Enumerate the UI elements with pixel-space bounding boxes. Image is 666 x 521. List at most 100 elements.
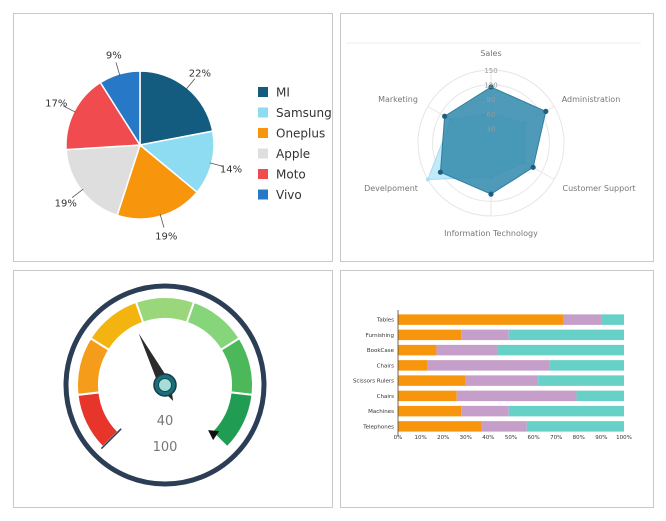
bar-x-tick-label: 100% <box>616 435 632 441</box>
radar-tick-label: 60 <box>487 111 496 119</box>
bar-category-label: Machines <box>368 409 394 415</box>
radar-point <box>488 191 494 197</box>
radar-axis-label: Sales <box>480 49 501 58</box>
radar-axis-label: Information Technology <box>444 229 538 238</box>
bar-segment <box>465 375 539 386</box>
radar-tick-label: 30 <box>487 125 496 133</box>
radar-point <box>543 108 549 114</box>
bar-x-tick-label: 30% <box>460 435 472 441</box>
bar-x-tick-label: 50% <box>505 435 517 441</box>
radar-chart: 30 60 90 120 150 Sales Administration Customer … <box>346 42 641 238</box>
bar-x-tick-label: 90% <box>595 435 607 441</box>
bar-category-label: Telephones <box>362 424 394 430</box>
bar-segment <box>562 314 602 325</box>
bar-category-label: Tables <box>376 318 394 324</box>
bar-segment <box>461 405 509 417</box>
legend-label: Moto <box>276 168 306 182</box>
legend-swatch <box>258 107 268 118</box>
bar-x-tick-label: 20% <box>437 435 449 441</box>
stacked-bar-chart: Tables Furnishing BookCase Chairs Scissors R… <box>353 310 632 441</box>
radar-point <box>442 113 448 119</box>
radar-point <box>425 177 430 182</box>
pie-leader-line <box>185 78 196 90</box>
gauge-hub-inner <box>158 378 172 392</box>
gauge-start-cap <box>100 428 122 450</box>
radar-point <box>530 164 536 170</box>
gauge-max-label: 100 <box>153 440 178 455</box>
pie-data-label: 22% <box>189 69 211 80</box>
bar-segment <box>549 360 624 371</box>
gauge-band <box>210 391 254 449</box>
bar-segment <box>456 390 577 402</box>
pie-data-label: 14% <box>220 164 242 175</box>
pie-data-label: 17% <box>45 98 67 109</box>
pie-leader-line <box>159 214 165 228</box>
bar-segment <box>398 405 462 417</box>
bar-category-label: BookCase <box>367 348 395 354</box>
bar-segment <box>526 421 624 432</box>
stacked-bar-chart-panel: Tables Furnishing BookCase Chairs Scissors R… <box>340 270 654 508</box>
bar-segment <box>398 329 462 341</box>
bar-x-tick-label: 80% <box>573 435 585 441</box>
legend-swatch <box>258 87 268 97</box>
radar-tick-label: 150 <box>484 67 497 75</box>
gauge-outer-ring <box>63 283 267 487</box>
gauge-end-marker <box>208 430 220 441</box>
bar-segment <box>398 421 482 432</box>
bar-category-label: Chairs <box>377 363 394 369</box>
pie-leader-line <box>63 105 77 113</box>
gauge-band <box>219 336 254 396</box>
bar-segment <box>398 344 437 356</box>
bar-x-tick-label: 0% <box>394 435 403 441</box>
gauge-chart-panel: 40 100 <box>13 270 333 508</box>
radar-chart-panel: 30 60 90 120 150 Sales Administration Customer … <box>340 13 654 262</box>
bar-category-label: Scissors Rulers <box>353 379 394 385</box>
radar-tick-label: 90 <box>487 96 496 104</box>
bar-x-tick-label: 40% <box>482 435 494 441</box>
pie-chart-panel: 22% 14% 19% 19% 17% 9% MI Samsung Oneplus Apple Mo… <box>13 13 333 262</box>
bar-segment <box>461 329 509 341</box>
pie-leader-line <box>71 188 84 199</box>
bar-segment <box>398 390 457 402</box>
bar-segment <box>576 390 624 402</box>
bar-category-label: Furnishing <box>366 333 394 339</box>
legend-label: Apple <box>276 147 310 161</box>
bar-segment <box>398 375 466 386</box>
legend-swatch <box>258 148 268 159</box>
radar-point <box>437 169 444 175</box>
gauge-chart: 40 100 <box>63 283 267 487</box>
bar-segment <box>538 375 624 386</box>
radar-tick-label: 120 <box>484 82 497 90</box>
radar-axis-label: Administration <box>562 95 621 104</box>
bar-segment <box>497 344 624 356</box>
bar-x-tick-label: 60% <box>527 435 539 441</box>
legend-label: Samsung <box>276 106 332 120</box>
bar-x-tick-label: 70% <box>550 435 562 441</box>
radar-axis-label: Develpoment <box>364 184 418 193</box>
gauge-band <box>134 296 196 324</box>
pie-leader-line <box>209 162 224 167</box>
bar-category-label: Chairs <box>377 394 394 400</box>
bar-segment <box>508 405 624 417</box>
bar-segment <box>398 314 563 325</box>
bar-segment <box>398 360 428 371</box>
legend-swatch <box>258 128 268 138</box>
legend-label: Oneplus <box>276 127 325 141</box>
bar-segment <box>427 360 550 371</box>
legend-swatch <box>258 169 268 179</box>
pie-data-label: 19% <box>55 199 77 210</box>
pie-data-label: 19% <box>155 231 177 242</box>
bar-segment <box>601 314 624 325</box>
radar-point <box>488 84 494 90</box>
gauge-value-label: 40 <box>157 414 174 429</box>
pie-data-label: 9% <box>106 51 122 62</box>
bar-segment <box>508 329 624 341</box>
bar-x-tick-label: 10% <box>414 435 426 441</box>
radar-axis-label: Customer Support <box>562 184 635 193</box>
pie-chart: 22% 14% 19% 19% 17% 9% MI Samsung Oneplus Apple Mo… <box>45 51 332 243</box>
pie-leader-line <box>115 62 121 76</box>
legend-label: Vivo <box>276 188 302 202</box>
bar-segment <box>481 421 527 432</box>
legend-swatch <box>258 189 268 200</box>
bar-segment <box>436 344 498 356</box>
